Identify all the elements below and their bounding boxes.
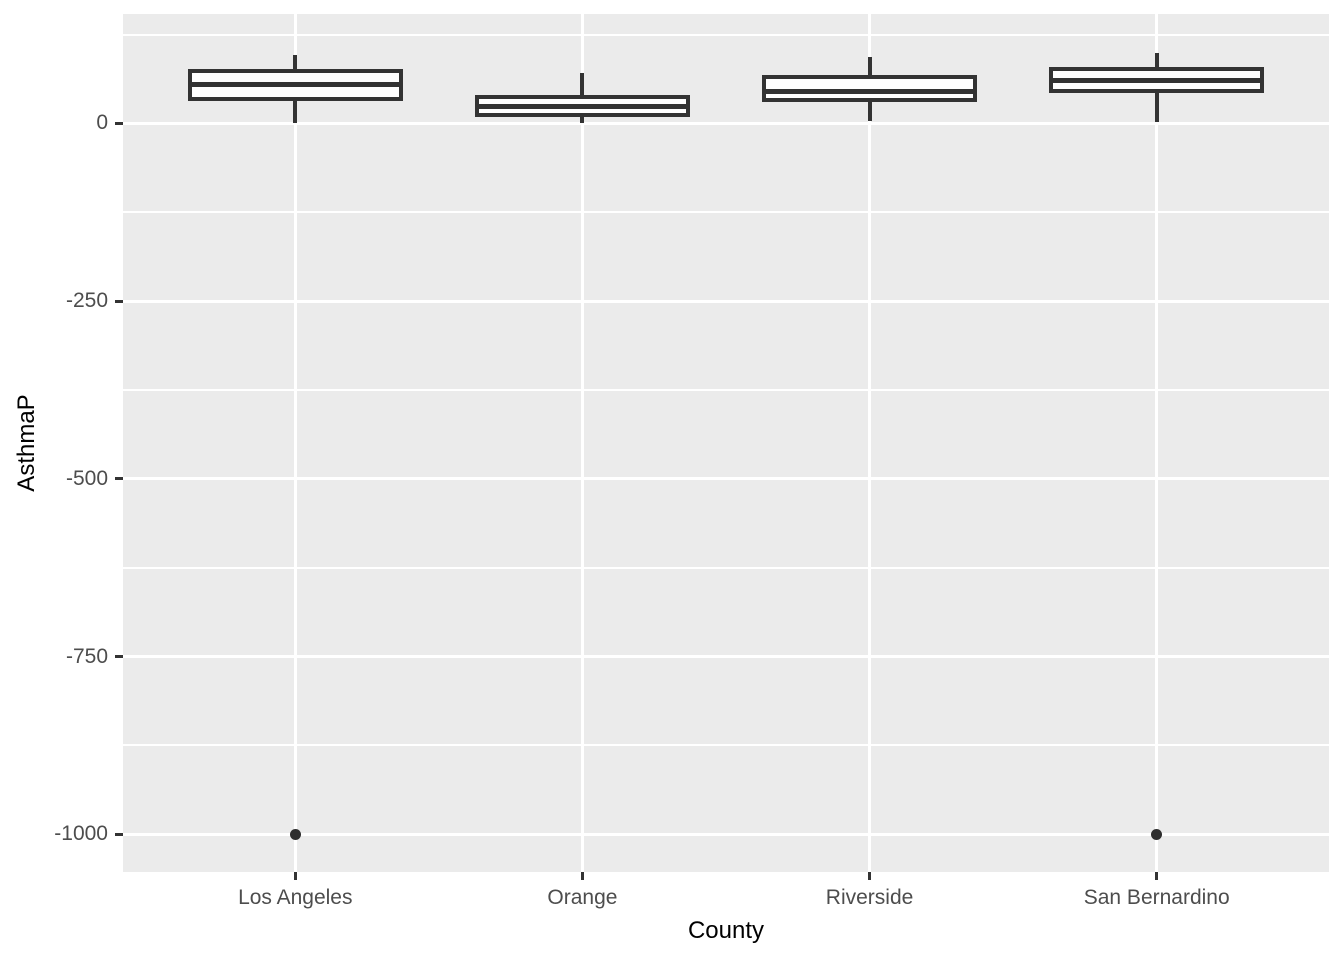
- boxplot-lower-whisker: [580, 117, 585, 124]
- x-axis-tick: [293, 872, 297, 880]
- category-gridline: [868, 14, 872, 872]
- boxplot-lower-whisker: [867, 102, 872, 122]
- boxplot-upper-whisker: [293, 55, 298, 70]
- major-gridline: [123, 121, 1329, 125]
- x-axis-title: County: [687, 917, 765, 944]
- y-axis-tick: [115, 655, 123, 659]
- x-axis-tick: [580, 872, 584, 880]
- y-axis-tick: [115, 832, 123, 836]
- y-tick-label: 0: [96, 111, 108, 135]
- y-axis-tick: [115, 299, 123, 303]
- x-tick-label: Orange: [547, 886, 618, 909]
- y-axis-tick: [115, 477, 123, 481]
- category-gridline: [1155, 14, 1159, 872]
- boxplot-median-line: [187, 81, 403, 87]
- major-gridline: [123, 299, 1329, 303]
- y-tick-label: -750: [65, 644, 108, 668]
- boxplot-lower-whisker: [1154, 92, 1159, 123]
- minor-gridline: [123, 744, 1329, 747]
- minor-gridline: [123, 566, 1329, 569]
- major-gridline: [123, 832, 1329, 836]
- boxplot-box: [761, 75, 978, 103]
- minor-gridline: [123, 33, 1329, 36]
- boxplot-upper-whisker: [580, 73, 585, 96]
- outlier-point: [289, 828, 301, 840]
- outlier-point: [1151, 828, 1163, 840]
- y-tick-label: -250: [65, 289, 108, 313]
- minor-gridline: [123, 389, 1329, 392]
- boxplot-upper-whisker: [1154, 53, 1159, 68]
- boxplot-median-line: [474, 103, 691, 109]
- plot-panel: [123, 14, 1329, 872]
- x-tick-label: Riverside: [825, 886, 914, 909]
- boxplot-median-line: [761, 88, 978, 94]
- boxplot-median-line: [1049, 77, 1265, 83]
- major-gridline: [123, 655, 1329, 659]
- x-tick-label: Los Angeles: [238, 886, 353, 909]
- x-tick-label: San Bernardino: [1083, 886, 1230, 909]
- minor-gridline: [123, 211, 1329, 214]
- y-axis-tick: [115, 121, 123, 125]
- y-tick-label: -1000: [54, 822, 108, 846]
- boxplot-lower-whisker: [293, 101, 298, 124]
- category-gridline: [580, 14, 584, 872]
- x-axis-tick: [1155, 872, 1159, 880]
- y-tick-label: -500: [65, 466, 108, 490]
- x-axis-tick: [868, 872, 872, 880]
- y-axis-title: AsthmaP: [13, 394, 40, 492]
- category-gridline: [293, 14, 297, 872]
- boxplot-upper-whisker: [867, 57, 872, 76]
- major-gridline: [123, 477, 1329, 481]
